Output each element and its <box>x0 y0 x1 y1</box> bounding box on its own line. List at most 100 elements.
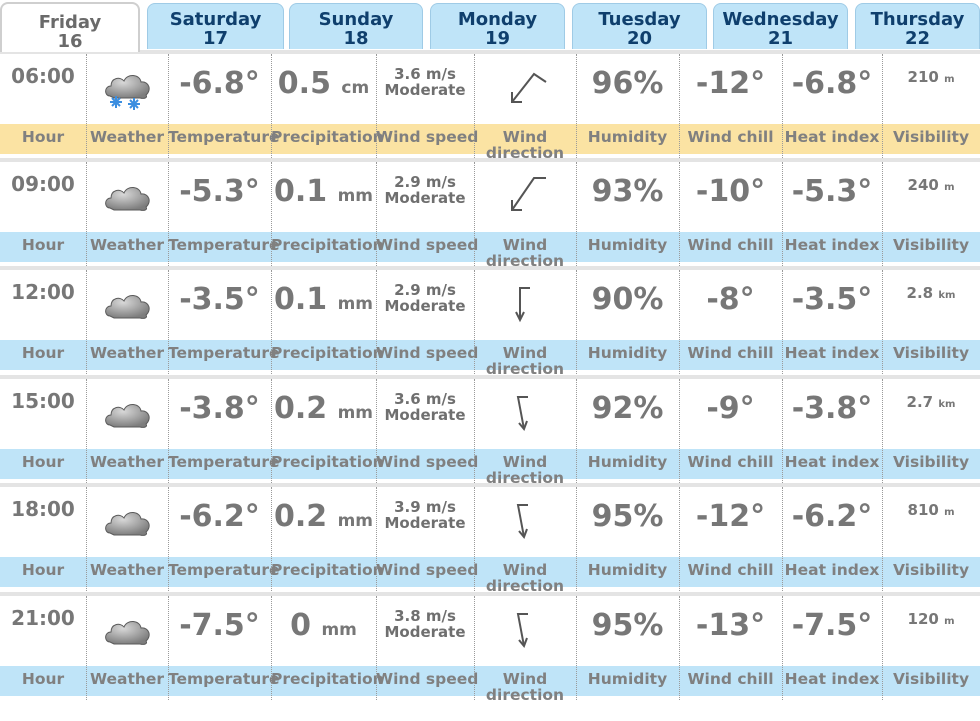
label-wind-direction-line1: Wind <box>502 453 548 471</box>
precipitation-value: 0.2 mm <box>271 499 376 534</box>
column-divider <box>474 162 475 266</box>
temperature-value: -6.8° <box>179 66 260 101</box>
label-wind-chill: Wind chill <box>687 236 774 254</box>
visibility-amount: 2.7 <box>906 393 934 411</box>
column-divider <box>679 487 680 591</box>
wind-speed-description: Moderate <box>384 514 466 532</box>
label-wind-direction-line1: Wind <box>502 670 548 688</box>
column-divider <box>376 270 377 374</box>
label-wind-speed: Wind speed <box>376 344 479 362</box>
visibility-value: 810 m <box>882 501 980 519</box>
column-divider <box>474 379 475 483</box>
column-divider <box>576 487 577 591</box>
visibility-unit: m <box>944 182 955 193</box>
tab-friday[interactable]: Friday 16 <box>0 2 140 52</box>
label-wind-direction-line2: direction <box>485 360 565 378</box>
column-divider <box>782 270 783 374</box>
label-wind-chill: Wind chill <box>687 670 774 688</box>
label-humidity: Humidity <box>587 561 668 579</box>
tab-date-label: 21 <box>767 28 794 49</box>
column-divider <box>86 54 87 158</box>
arrow-south-icon <box>514 501 538 545</box>
wind-speed-description: Moderate <box>384 297 466 315</box>
visibility-unit: m <box>944 507 955 518</box>
column-divider <box>882 54 883 158</box>
column-divider <box>576 270 577 374</box>
column-divider <box>782 487 783 591</box>
label-hour: Hour <box>21 561 65 579</box>
wind-speed-value: 3.6 m/s Moderate <box>376 66 474 98</box>
hour-value: 09:00 <box>11 172 75 196</box>
precipitation-value: 0.1 mm <box>271 174 376 209</box>
label-temperature: Temperature <box>168 128 280 146</box>
wind-speed-amount: 3.6 m/s <box>394 65 456 83</box>
label-precipitation: Precipitation <box>271 236 384 254</box>
heat-index-value: -7.5° <box>791 608 873 643</box>
label-wind-direction: Wind direction <box>474 232 576 269</box>
tab-tuesday[interactable]: Tuesday 20 <box>572 3 707 49</box>
column-divider <box>882 270 883 374</box>
visibility-unit: m <box>944 74 955 85</box>
tab-sunday[interactable]: Sunday 18 <box>289 3 423 49</box>
column-divider <box>271 379 272 483</box>
tab-wednesday[interactable]: Wednesday 21 <box>713 3 848 49</box>
wind-chill-value: -13° <box>695 608 766 643</box>
label-wind-direction-line1: Wind <box>502 561 548 579</box>
column-divider <box>376 54 377 158</box>
tab-day-label: Thursday <box>870 9 965 30</box>
precipitation-amount: 0.2 <box>273 499 328 534</box>
column-divider <box>86 162 87 266</box>
label-precipitation: Precipitation <box>271 453 384 471</box>
cloud-icon <box>102 505 154 551</box>
wind-speed-description: Moderate <box>384 189 466 207</box>
label-weather: Weather <box>89 561 165 579</box>
row-values: 15:00 -3.8° 0.2 mm 3.6 m/s Moderate 92% -9° -… <box>0 379 980 449</box>
precipitation-unit: mm <box>337 403 374 423</box>
label-wind-chill: Wind chill <box>687 453 774 471</box>
column-divider <box>679 54 680 158</box>
row-label-band: Hour Weather Temperature Precipitation Wind … <box>0 340 980 377</box>
column-divider <box>576 162 577 266</box>
label-temperature: Temperature <box>168 561 280 579</box>
wind-chill-value: -12° <box>695 499 766 534</box>
forecast-row: 18:00 -6.2° 0.2 mm 3.9 m/s Moderate 95% -12°… <box>0 483 980 594</box>
wind-speed-description: Moderate <box>384 406 466 424</box>
visibility-unit: km <box>938 399 956 410</box>
temperature-value: -3.5° <box>179 282 260 317</box>
column-divider <box>376 487 377 591</box>
wind-speed-amount: 2.9 m/s <box>394 281 456 299</box>
label-wind-direction: Wind direction <box>474 666 576 703</box>
label-precipitation: Precipitation <box>271 561 384 579</box>
wind-chill-value: -10° <box>695 174 766 209</box>
column-divider <box>271 487 272 591</box>
tab-day-label: Saturday <box>169 9 262 30</box>
label-wind-speed: Wind speed <box>376 670 479 688</box>
label-heat-index: Heat index <box>784 670 880 688</box>
column-divider <box>679 596 680 700</box>
label-visibility: Visibility <box>892 453 970 471</box>
tab-date-label: 20 <box>626 28 653 49</box>
forecast-row: 06:00 -6.8° 0.5 cm 3.6 m/s Moderate 96% -12°… <box>0 50 980 161</box>
column-divider <box>168 596 169 700</box>
label-hour: Hour <box>21 453 65 471</box>
visibility-amount: 210 <box>907 68 939 86</box>
column-divider <box>86 596 87 700</box>
wind-chill-value: -12° <box>695 66 766 101</box>
tab-monday[interactable]: Monday 19 <box>430 3 565 49</box>
label-temperature: Temperature <box>168 670 280 688</box>
label-wind-chill: Wind chill <box>687 344 774 362</box>
heat-index-value: -6.2° <box>791 499 873 534</box>
tab-thursday[interactable]: Thursday 22 <box>855 3 980 49</box>
visibility-unit: m <box>944 616 955 627</box>
label-precipitation: Precipitation <box>271 344 384 362</box>
precipitation-value: 0.5 cm <box>271 66 376 101</box>
label-wind-direction-line2: direction <box>485 469 565 487</box>
label-heat-index: Heat index <box>784 236 880 254</box>
tab-saturday[interactable]: Saturday 17 <box>147 3 284 49</box>
arrow-southwest-icon <box>506 176 550 220</box>
cloud-snow-icon <box>102 68 154 114</box>
column-divider <box>168 270 169 374</box>
precipitation-unit: mm <box>321 620 357 640</box>
tab-date-label: 17 <box>202 28 229 49</box>
label-wind-direction: Wind direction <box>474 340 576 377</box>
